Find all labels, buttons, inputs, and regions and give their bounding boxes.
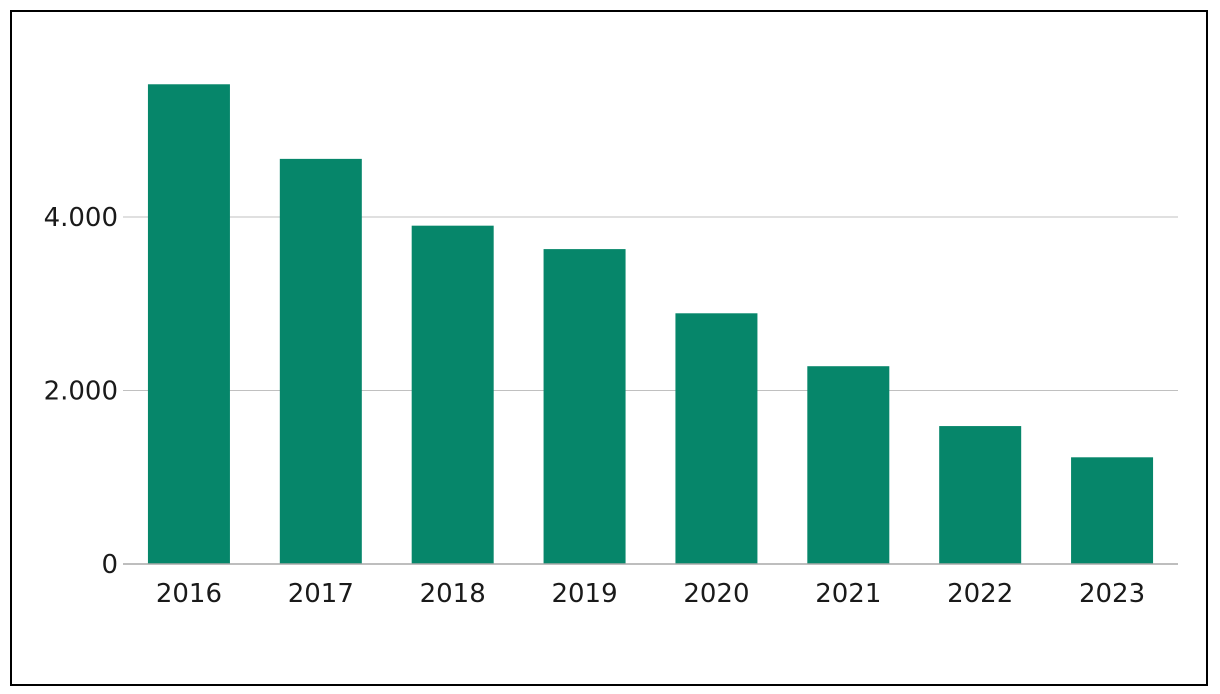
x-tick-label: 2019	[551, 579, 617, 609]
y-tick-labels: 0 2.000 4.000	[44, 203, 118, 580]
bar-2021	[807, 366, 890, 564]
y-tick-label: 2.000	[44, 377, 118, 407]
bar-2017	[279, 158, 362, 564]
bar-2018	[411, 225, 494, 565]
bars	[147, 84, 1154, 565]
x-tick-label: 2022	[947, 579, 1013, 609]
bar-2022	[939, 426, 1022, 564]
x-tick-label: 2018	[420, 579, 486, 609]
y-tick-label: 0	[101, 550, 118, 580]
bar-2023	[1071, 457, 1154, 564]
bar-2019	[543, 249, 626, 564]
bar-2020	[675, 313, 758, 564]
bar-2016	[147, 84, 230, 565]
x-tick-label: 2021	[815, 579, 881, 609]
x-tick-label: 2017	[288, 579, 354, 609]
x-tick-label: 2016	[156, 579, 222, 609]
y-tick-label: 4.000	[44, 203, 118, 233]
x-tick-label: 2023	[1079, 579, 1145, 609]
x-tick-labels: 2016 2017 2018 2019 2020 2021 2022 2023	[156, 579, 1145, 609]
x-tick-label: 2020	[683, 579, 749, 609]
